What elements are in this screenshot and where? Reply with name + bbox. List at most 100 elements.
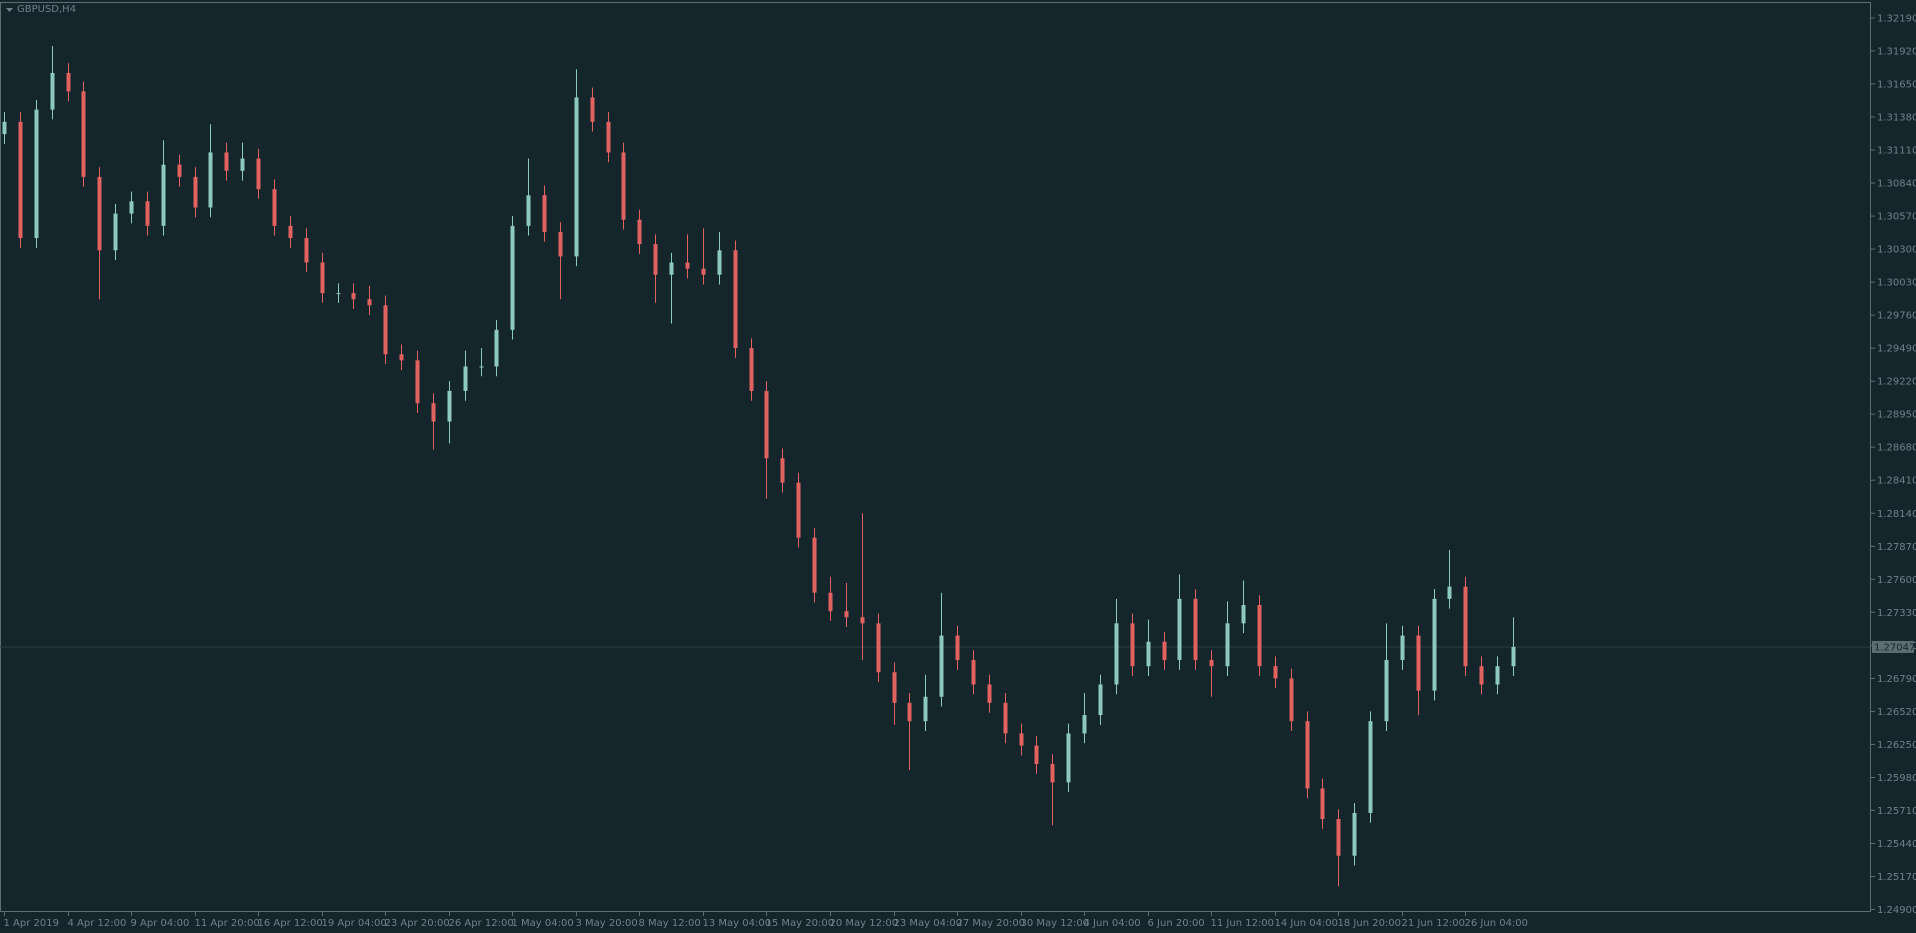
- chart-title: GBPUSD,H4: [17, 4, 76, 15]
- x-tick-label: 4 Apr 12:00: [68, 918, 127, 929]
- price-tag-label: 1.27047: [1874, 642, 1915, 653]
- y-tick-label: 1.28950: [1877, 410, 1916, 421]
- candle-body: [796, 482, 801, 538]
- price-tag: [1872, 640, 1914, 653]
- y-tick-label: 1.30030: [1877, 278, 1916, 289]
- y-tick-label: 1.27330: [1877, 608, 1916, 619]
- candle-body: [1019, 733, 1024, 746]
- y-tick-label: 1.28680: [1877, 443, 1916, 454]
- candle-body: [224, 152, 229, 171]
- candle-body: [1368, 721, 1373, 813]
- y-tick-label: 1.24900: [1877, 905, 1916, 916]
- candle-body: [621, 152, 626, 220]
- candle-body: [542, 195, 547, 232]
- y-tick-label: 1.25710: [1877, 806, 1916, 817]
- candle-body: [1177, 598, 1182, 661]
- x-tick-label: 19 Apr 04:00: [322, 918, 387, 929]
- x-tick-label: 6 Jun 20:00: [1148, 918, 1205, 929]
- menu-arrow[interactable]: [6, 8, 13, 12]
- candle-body: [177, 164, 182, 177]
- x-tick-label: 16 Apr 12:00: [258, 918, 323, 929]
- candle-body: [1193, 598, 1198, 661]
- y-tick-label: 1.28140: [1877, 509, 1916, 520]
- candle-body: [574, 97, 579, 257]
- candle-body: [1495, 666, 1500, 685]
- candle-body: [685, 262, 690, 269]
- candle-body: [1034, 745, 1039, 765]
- candle-body: [399, 354, 404, 361]
- x-tick-label: 8 May 12:00: [639, 918, 701, 929]
- candle-body: [240, 158, 245, 171]
- x-tick-label: 13 May 04:00: [703, 918, 772, 929]
- y-tick-label: 1.31380: [1877, 112, 1916, 123]
- candle-body: [1114, 623, 1119, 685]
- candle-body: [97, 176, 102, 251]
- candle-body: [939, 635, 944, 697]
- candle-body: [987, 684, 992, 703]
- candle-body: [876, 623, 881, 673]
- candle-body: [892, 672, 897, 703]
- candle-body: [1209, 660, 1214, 667]
- y-tick-label: 1.26790: [1877, 674, 1916, 685]
- y-tick-label: 1.32190: [1877, 13, 1916, 24]
- y-tick-label: 1.25980: [1877, 773, 1916, 784]
- candle-body: [288, 225, 293, 239]
- candle-body: [1305, 721, 1310, 789]
- candle-body: [351, 293, 356, 300]
- y-tick-label: 1.29760: [1877, 311, 1916, 322]
- candle-body: [1447, 586, 1452, 599]
- candle-body: [447, 390, 452, 422]
- candle-body: [161, 164, 166, 226]
- candle-body: [81, 91, 86, 177]
- candle-body: [1050, 764, 1055, 783]
- candle-body: [193, 176, 198, 208]
- candle-body: [701, 268, 706, 275]
- x-tick-label: 11 Apr 20:00: [195, 918, 260, 929]
- x-tick-label: 26 Apr 12:00: [449, 918, 514, 929]
- x-tick-label: 23 Apr 20:00: [385, 918, 450, 929]
- candle-body: [812, 537, 817, 593]
- candle-body: [1273, 666, 1278, 679]
- candle-body: [1146, 641, 1151, 667]
- candle-body: [1130, 623, 1135, 667]
- x-tick-label: 3 May 20:00: [576, 918, 638, 929]
- y-tick-label: 1.29220: [1877, 377, 1916, 388]
- x-tick-label: 1 Apr 2019: [4, 918, 59, 929]
- candle-body: [2, 121, 7, 135]
- candle-body: [955, 635, 960, 661]
- candle-body: [590, 97, 595, 122]
- candle-body: [415, 360, 420, 404]
- candle-body: [208, 152, 213, 208]
- candle-body: [1066, 733, 1071, 783]
- candle-body: [510, 225, 515, 330]
- candle-body: [1352, 812, 1357, 856]
- candle-body: [637, 219, 642, 245]
- y-tick-label: 1.31650: [1877, 79, 1916, 90]
- candle-body: [494, 329, 499, 367]
- candle-body: [669, 262, 674, 275]
- candle-body: [907, 702, 912, 722]
- y-tick-label: 1.27870: [1877, 542, 1916, 553]
- candle-body: [50, 72, 55, 110]
- y-tick-label: 1.30840: [1877, 179, 1916, 190]
- candle-body: [1162, 641, 1167, 661]
- candle-body: [780, 458, 785, 483]
- candle-body: [1289, 678, 1294, 722]
- y-tick-label: 1.25440: [1877, 839, 1916, 850]
- y-tick-label: 1.29490: [1877, 344, 1916, 355]
- x-tick-label: 23 May 04:00: [894, 918, 963, 929]
- x-tick-label: 11 Jun 12:00: [1211, 918, 1275, 929]
- y-tick-label: 1.30300: [1877, 245, 1916, 256]
- candle-body: [1416, 635, 1421, 691]
- candle-body: [1241, 604, 1246, 624]
- candle-body: [383, 305, 388, 355]
- candle-body: [717, 250, 722, 275]
- candle-body: [272, 189, 277, 226]
- candle-body: [1384, 660, 1389, 722]
- candle-body: [1511, 646, 1516, 667]
- candle-body: [1257, 604, 1262, 667]
- y-tick-label: 1.31920: [1877, 46, 1916, 57]
- candle-body: [526, 195, 531, 226]
